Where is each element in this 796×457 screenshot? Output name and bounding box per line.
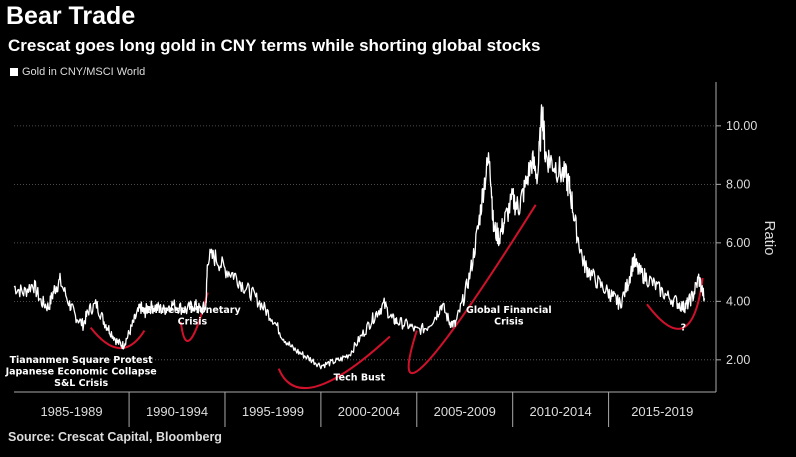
legend-swatch (10, 68, 18, 76)
crisis-arc (646, 277, 704, 330)
annotation-label: Crisis (178, 317, 208, 328)
y-tick-label: 10.00 (726, 119, 757, 133)
axes-layer: 2.00 4.00 6.00 8.00 10.00 Ratio 1985-1989 1990-… (14, 82, 778, 427)
annotation-label: ? (681, 323, 687, 334)
annotation-label: Tiananmen Square Protest (10, 355, 154, 366)
series-line-gold-cny-msci (13, 104, 706, 370)
legend: Gold in CNY/MSCI World (10, 66, 145, 78)
y-tick-label: 2.00 (726, 353, 750, 367)
legend-label: Gold in CNY/MSCI World (22, 66, 146, 78)
y-tick-label: 4.00 (726, 294, 750, 308)
annotation-label: Japanese Economic Collapse (5, 366, 157, 377)
source-note: Source: Crescat Capital, Bloomberg (8, 430, 222, 444)
chart-title: Bear Trade (6, 2, 136, 30)
y-axis-label: Ratio (761, 220, 778, 255)
x-tick-label: 2010-2014 (530, 404, 592, 419)
crisis-arc (407, 204, 537, 375)
grid-layer (14, 125, 716, 361)
annotation-label: Crisis (494, 317, 524, 328)
annotation-label: Tech Bust (333, 372, 385, 383)
x-tick-label: 1995-1999 (242, 404, 304, 419)
crisis-arc (89, 327, 146, 350)
y-tick-label: 8.00 (726, 177, 750, 191)
y-tick-label: 6.00 (726, 236, 750, 250)
annotation-label: S&L Crisis (54, 378, 108, 389)
crisis-arc (277, 335, 391, 390)
x-tick-label: 2015-2019 (631, 404, 693, 419)
x-tick-label: 1990-1994 (146, 404, 208, 419)
series-layer (13, 104, 706, 370)
x-tick-label: 1985-1989 (40, 404, 102, 419)
annotation-label: Chinese Monetary (144, 305, 241, 316)
x-tick-label: 2005-2009 (434, 404, 496, 419)
chart-subtitle: Crescat goes long gold in CNY terms whil… (8, 36, 541, 55)
x-tick-label: 2000-2004 (338, 404, 400, 419)
annotation-label: Global Financial (466, 305, 552, 316)
